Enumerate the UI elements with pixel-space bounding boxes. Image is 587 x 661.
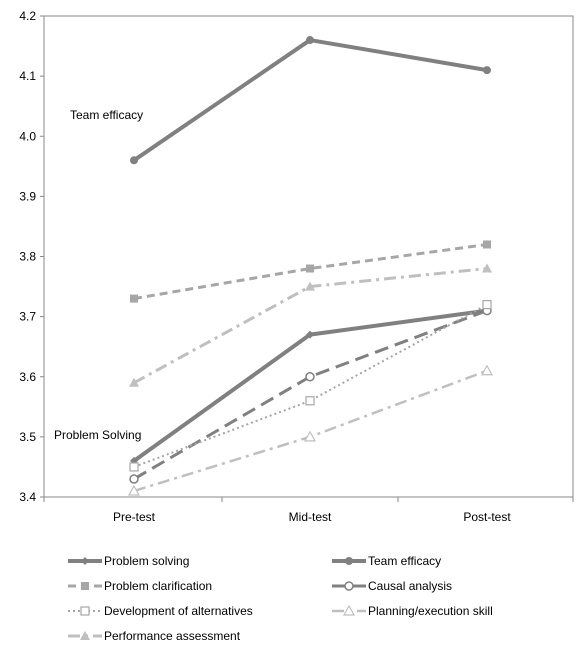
data-point — [305, 281, 315, 291]
x-tick-label: Post-test — [463, 510, 511, 524]
y-tick-label: 3.7 — [19, 310, 36, 324]
series-team-efficacy — [130, 36, 491, 165]
data-point — [305, 396, 315, 406]
axes: 3.4 3.5 3.6 3.7 3.8 3.9 4.0 4.1 4.2 Pre-test Mid-t… — [19, 9, 574, 524]
data-point — [306, 330, 314, 339]
data-point — [483, 66, 491, 75]
legend-marker — [81, 557, 89, 565]
data-point — [303, 430, 317, 442]
series-line — [133, 369, 488, 493]
legend-item: Problem solving — [68, 554, 189, 568]
legend-item: Development of alternatives — [68, 604, 253, 618]
plot-border — [43, 15, 574, 498]
annotation-label: Team efficacy — [70, 108, 143, 122]
data-point — [306, 36, 314, 45]
data-point — [483, 240, 491, 249]
legend-marker — [81, 582, 89, 590]
y-tick-label: 3.9 — [19, 189, 36, 203]
legend-marker — [345, 557, 353, 565]
series-line — [133, 309, 488, 481]
data-point — [129, 474, 139, 484]
y-tick-label: 4.1 — [19, 69, 36, 83]
legend-marker — [80, 606, 90, 616]
series-line — [133, 242, 488, 301]
legend-item: Causal analysis — [332, 579, 452, 593]
series-performance-assessment — [129, 263, 492, 387]
legend-item: Team efficacy — [332, 554, 441, 568]
legend-label: Performance assessment — [104, 629, 241, 643]
plot-area — [43, 15, 574, 498]
series-problem-clarification — [130, 240, 491, 303]
legend-label: Development of alternatives — [104, 604, 253, 618]
y-tick-label: 4.2 — [19, 9, 36, 23]
legend-marker — [344, 581, 354, 591]
data-point — [305, 372, 315, 382]
legend-label: Causal analysis — [368, 579, 452, 593]
y-tick-label: 3.5 — [19, 430, 36, 444]
series-line — [132, 38, 488, 162]
series-development-of-alternatives — [129, 300, 492, 472]
data-point — [480, 364, 494, 376]
y-tick-label: 3.8 — [19, 250, 36, 264]
data-point — [129, 377, 139, 387]
annotation-label: Problem Solving — [54, 428, 141, 442]
legend-item: Problem clarification — [68, 579, 212, 593]
series-planning-execution-skill — [127, 364, 494, 496]
legend-item: Planning/execution skill — [332, 604, 493, 618]
y-tick-label: 4.0 — [19, 129, 36, 143]
legend-marker — [342, 604, 356, 616]
legend-marker — [80, 631, 90, 640]
legend-label: Problem clarification — [104, 579, 212, 593]
annotations: Team efficacy Problem Solving — [54, 108, 143, 442]
data-point — [482, 263, 492, 273]
legend-label: Problem solving — [104, 554, 189, 568]
x-tick-label: Mid-test — [289, 510, 332, 524]
data-point — [482, 300, 492, 310]
data-point — [127, 484, 141, 496]
data-point — [130, 156, 138, 165]
legend: Problem solving Team efficacy Problem clar… — [68, 554, 493, 643]
y-tick-label: 3.4 — [19, 490, 36, 504]
data-point — [306, 264, 314, 273]
legend-label: Team efficacy — [368, 554, 441, 568]
series-layer — [127, 36, 494, 496]
y-tick-label: 3.6 — [19, 370, 36, 384]
legend-label: Planning/execution skill — [368, 604, 493, 618]
data-point — [130, 294, 138, 303]
data-point — [129, 462, 139, 472]
legend-item: Performance assessment — [68, 629, 241, 643]
x-tick-label: Pre-test — [113, 510, 156, 524]
